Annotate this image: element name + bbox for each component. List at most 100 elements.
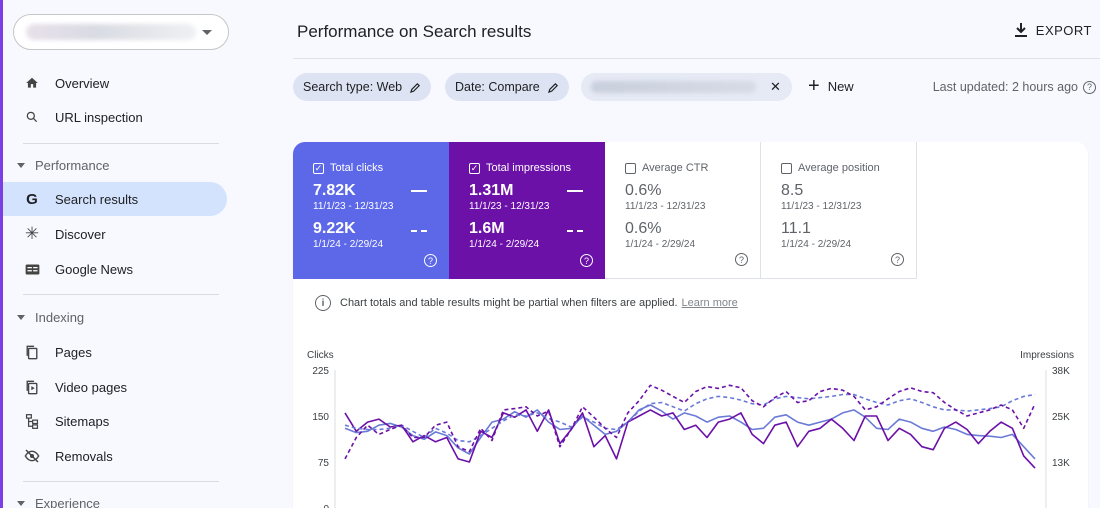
learn-more-link[interactable]: Learn more [681,297,738,309]
chart-series-line-2 [344,393,1036,443]
dashed-line-legend-icon [567,230,583,232]
section-label: Indexing [35,310,85,325]
edit-pencil-icon[interactable] [547,82,559,93]
search-type-filter-chip[interactable]: Search type: Web [293,73,432,101]
metric-range-current: 1/1/24 - 2/29/24 [781,239,852,250]
download-icon [1014,23,1027,37]
chart-left-tick-label: 75 [318,458,330,469]
removals-icon [23,447,41,465]
page-title: Performance on Search results [297,22,532,41]
sidebar-item-pages[interactable]: Pages [3,335,227,369]
metric-value-previous: 1.31M [469,182,514,199]
metric-value-current: 11.1 [781,220,811,237]
checkbox-checked-icon[interactable]: ✓ [469,162,480,174]
chip-label: Search type: Web [303,80,403,94]
chart-series-line-0 [344,404,1036,460]
metric-label: Total clicks [330,162,384,174]
metric-value-previous: 0.6% [625,182,662,199]
property-name-redacted [26,24,196,40]
metric-value-current: 0.6% [625,220,662,237]
metric-range-current: 1/1/24 - 2/29/24 [469,239,540,250]
sidebar-item-overview[interactable]: Overview [3,66,227,100]
sidebar-item-discover[interactable]: ✳ Discover [3,217,227,251]
metric-value-current: 9.22K [313,220,356,237]
chart-right-tick-label: 25K [1052,412,1070,423]
export-label: EXPORT [1035,22,1092,38]
metric-value-previous: 7.82K [313,182,356,199]
video-pages-icon [23,378,41,396]
metric-label: Average position [798,162,880,174]
last-updated-text: Last updated: 2 hours ago [932,80,1078,94]
chart-left-tick-label: 150 [312,412,329,423]
performance-chart: Clicks Impressions 225 150 75 0 38K 25K 13K [307,350,1074,508]
new-filter-button[interactable]: + New [808,75,854,97]
metric-range-current: 1/1/24 - 2/29/24 [625,239,696,250]
chart-left-tick-label: 225 [312,366,329,377]
sidebar-item-sitemaps[interactable]: Sitemaps [3,404,227,438]
metric-average-ctr[interactable]: Average CTR 0.6% 11/1/23 - 12/31/23 0.6%… [605,142,761,279]
help-icon[interactable]: ? [891,253,904,266]
metric-range-current: 1/1/24 - 2/29/24 [313,239,384,250]
close-icon[interactable]: ✕ [770,79,781,94]
metric-range-previous: 11/1/23 - 12/31/23 [781,201,862,212]
metric-label: Total impressions [486,162,571,174]
plus-icon: + [808,75,820,97]
sidebar-item-url-inspection[interactable]: URL inspection [3,100,227,134]
date-filter-chip[interactable]: Date: Compare [445,73,569,101]
help-icon[interactable]: ? [424,254,437,267]
metric-label: Average CTR [642,162,709,174]
sidebar-divider [23,143,219,144]
checkbox-unchecked-icon[interactable] [781,162,792,174]
sidebar-divider [23,481,219,482]
sidebar-item-label: Discover [55,226,106,242]
section-experience[interactable]: Experience [17,496,100,508]
metric-range-previous: 11/1/23 - 12/31/23 [313,201,394,212]
property-selector[interactable] [13,14,229,50]
sidebar-item-label: Google News [55,261,134,277]
chip-label: Date: Compare [455,80,540,94]
edit-pencil-icon[interactable] [410,82,421,93]
sidebar-item-video-pages[interactable]: Video pages [3,370,227,404]
chart-ylabel-right: Impressions [1020,350,1074,361]
checkbox-unchecked-icon[interactable] [625,162,636,174]
metric-total-impressions[interactable]: ✓ Total impressions 1.31M 11/1/23 - 12/31… [449,142,605,279]
performance-card: ✓ Total clicks 7.82K 11/1/23 - 12/31/23 9… [293,142,1088,508]
chart-right-tick-label: 38K [1052,366,1070,377]
chart-ylabel-left: Clicks [307,350,334,361]
metric-range-previous: 11/1/23 - 12/31/23 [469,201,550,212]
collapse-caret-icon [17,315,25,320]
pages-icon [23,343,41,361]
header-divider [293,58,1100,59]
new-label: New [827,78,854,94]
sidebar-item-label: Pages [55,344,92,360]
chart-left-tick-label: 0 [323,504,329,508]
sidebar-item-removals[interactable]: Removals [3,439,227,473]
search-icon [23,108,41,126]
section-performance[interactable]: Performance [17,158,109,173]
metric-total-clicks[interactable]: ✓ Total clicks 7.82K 11/1/23 - 12/31/23 9… [293,142,449,279]
sidebar-item-label: Overview [55,75,110,91]
asterisk-icon: ✳ [24,224,40,243]
sidebar-item-search-results[interactable]: G Search results [3,182,227,216]
metric-range-previous: 11/1/23 - 12/31/23 [625,201,706,212]
chevron-down-icon [202,30,212,35]
collapse-caret-icon [17,501,25,506]
info-icon: i [315,295,331,311]
page-filter-chip[interactable]: ✕ [581,73,792,101]
sidebar: Overview URL inspection Performance G Se… [3,0,243,508]
metric-value-current: 1.6M [469,220,505,237]
sidebar-item-label: Sitemaps [55,413,110,429]
section-indexing[interactable]: Indexing [17,310,84,325]
export-button[interactable]: EXPORT [1014,22,1092,38]
metric-average-position[interactable]: Average position 8.5 11/1/23 - 12/31/23 … [761,142,917,279]
news-icon [23,260,41,278]
checkbox-checked-icon[interactable]: ✓ [313,162,324,174]
help-icon[interactable]: ? [1083,80,1096,94]
notice-text: Chart totals and table results might be … [340,297,678,309]
solid-line-legend-icon [411,190,427,192]
sitemap-icon [23,412,41,430]
help-icon[interactable]: ? [735,253,748,266]
sidebar-item-label: Video pages [55,379,128,395]
sidebar-item-google-news[interactable]: Google News [3,252,227,286]
help-icon[interactable]: ? [580,254,593,267]
